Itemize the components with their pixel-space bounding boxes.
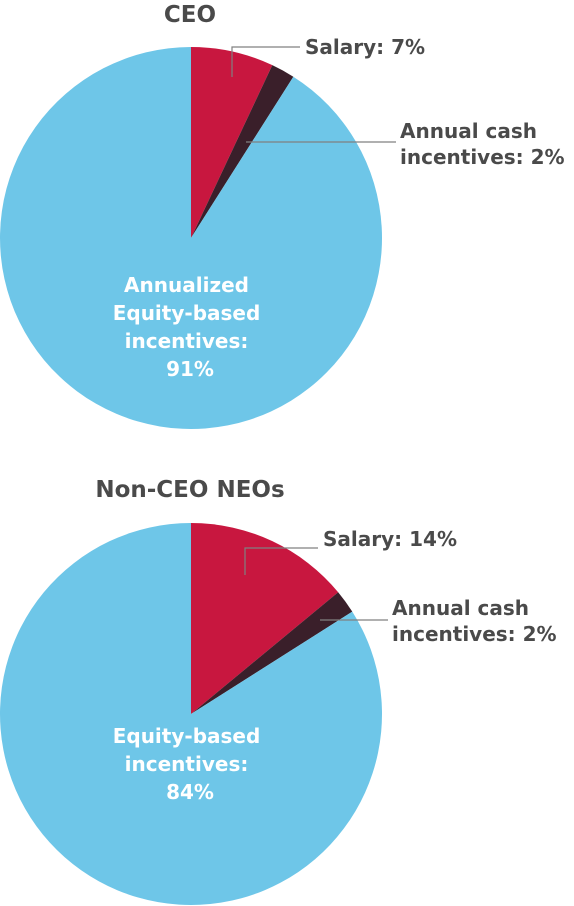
neo-cash-label: Annual cash incentives: 2% bbox=[392, 596, 557, 646]
neo-slice-equity-based-incentives bbox=[0, 523, 383, 905]
ceo-salary-leader bbox=[231, 46, 300, 77]
neo-equity-label: Equity-based incentives: 84% bbox=[113, 724, 268, 804]
neo-slice-salary bbox=[191, 523, 339, 714]
ceo-slice-salary bbox=[191, 47, 273, 238]
ceo-pie-chart: CEO Salary: 7% Annual cash incentives: 2… bbox=[0, 2, 565, 429]
neo-slices bbox=[0, 523, 383, 905]
neo-chart-title: Non-CEO NEOs bbox=[95, 477, 284, 503]
ceo-slice-annual-cash-incentives bbox=[191, 65, 294, 239]
ceo-cash-label: Annual cash incentives: 2% bbox=[400, 119, 565, 169]
ceo-chart-title: CEO bbox=[164, 2, 216, 28]
neo-pie-chart: Non-CEO NEOs Salary: 14% Annual cash inc… bbox=[0, 477, 557, 905]
neo-slice-annual-cash-incentives bbox=[191, 592, 353, 714]
neo-salary-label: Salary: 14% bbox=[323, 527, 457, 551]
ceo-equity-label: Annualized Equity-based incentives: 91% bbox=[113, 273, 268, 381]
neo-salary-leader bbox=[244, 547, 318, 575]
ceo-salary-label: Salary: 7% bbox=[305, 35, 425, 59]
